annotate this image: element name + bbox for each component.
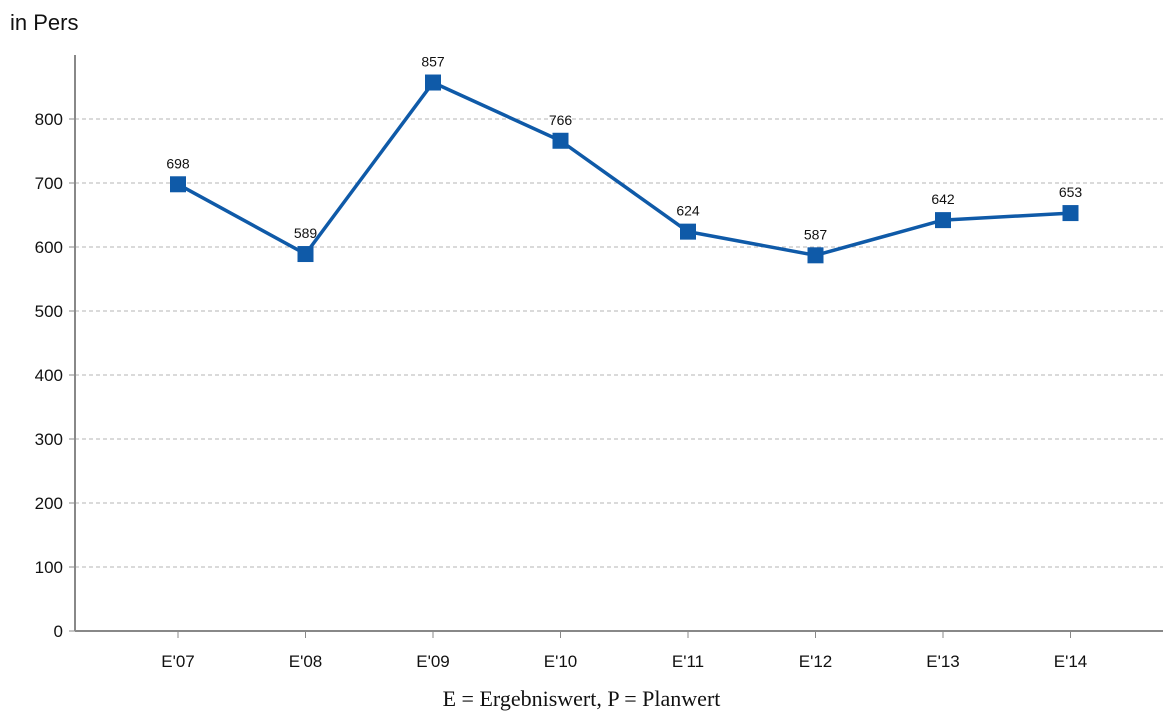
y-tick-label: 100: [35, 558, 63, 577]
x-tick-label: E'07: [161, 652, 195, 671]
data-label: 857: [421, 54, 445, 70]
x-tick-label: E'14: [1054, 652, 1088, 671]
x-tick-labels: E'07 E'08 E'09 E'10 E'11 E'12 E'13 E'14: [161, 652, 1087, 671]
series-line: [177, 80, 1071, 258]
y-tick-label: 0: [54, 622, 63, 641]
data-label: 624: [676, 203, 700, 219]
y-tick-label: 800: [35, 110, 63, 129]
y-tick-labels: 0 100 200 300 400 500 600 700 800: [35, 110, 63, 641]
y-tick-label: 400: [35, 366, 63, 385]
x-tick-label: E'09: [416, 652, 450, 671]
data-label: 766: [549, 112, 573, 128]
data-point-marker: [807, 247, 824, 264]
y-tick-label: 200: [35, 494, 63, 513]
data-series: [170, 74, 1079, 264]
data-point-marker: [1062, 205, 1079, 222]
axes: [69, 55, 1163, 638]
x-tick-label: E'08: [289, 652, 323, 671]
data-label: 653: [1059, 184, 1083, 200]
data-point-marker: [552, 132, 569, 149]
x-tick-label: E'10: [544, 652, 578, 671]
y-tick-label: 300: [35, 430, 63, 449]
data-label: 698: [166, 155, 190, 171]
data-labels: 698 589 857 766 624 587 642 653: [166, 54, 1082, 243]
x-tick-label: E'13: [926, 652, 960, 671]
data-point-marker: [297, 246, 314, 263]
y-tick-label: 600: [35, 238, 63, 257]
x-tick-label: E'12: [799, 652, 833, 671]
y-tick-label: 700: [35, 174, 63, 193]
data-label: 642: [931, 191, 955, 207]
data-point-marker: [935, 212, 951, 229]
data-point-marker: [680, 223, 696, 240]
data-point-marker: [170, 176, 186, 193]
data-label: 587: [804, 226, 828, 242]
y-tick-label: 500: [35, 302, 63, 321]
x-tick-label: E'11: [672, 652, 704, 671]
y-axis-unit-label: in Pers: [10, 10, 79, 35]
grid-lines: [75, 118, 1163, 568]
chart-footnote: E = Ergebniswert, P = Planwert: [442, 686, 721, 711]
data-label: 589: [294, 225, 318, 241]
data-point-marker: [425, 74, 441, 91]
